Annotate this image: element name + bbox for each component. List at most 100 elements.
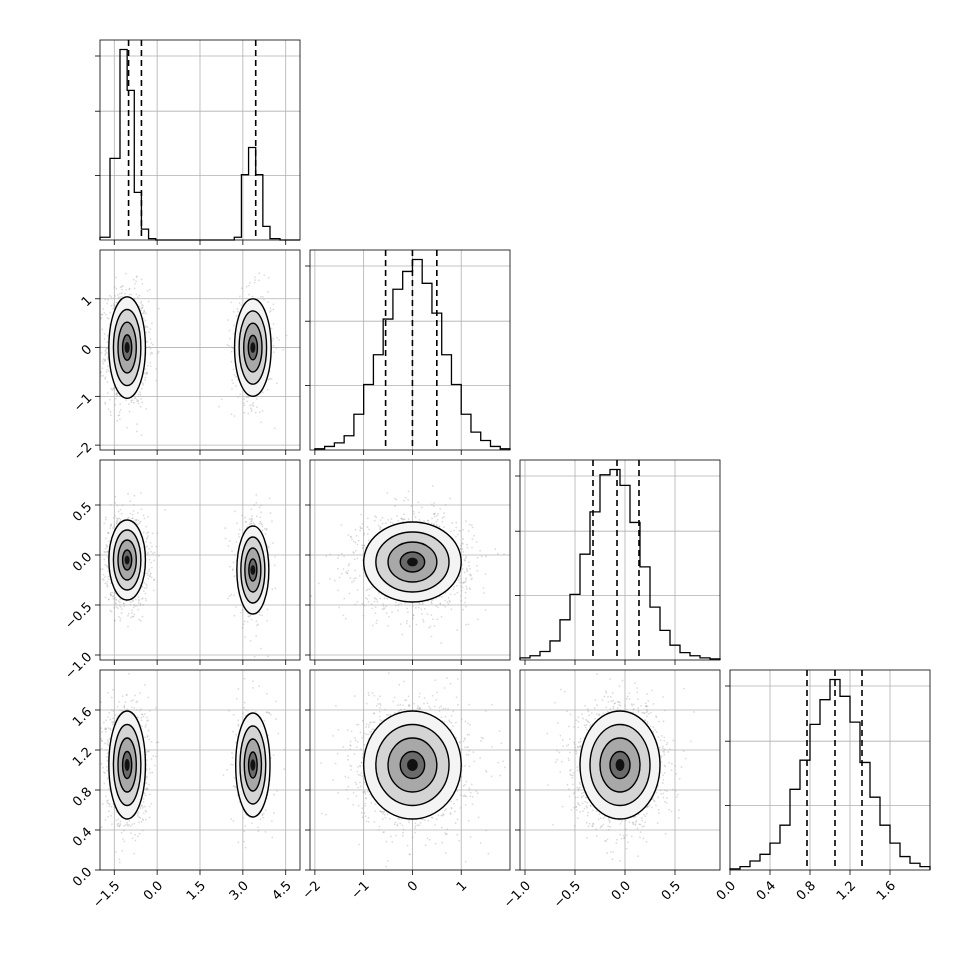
sample-point (250, 508, 253, 511)
sample-point (464, 601, 466, 604)
sample-point (375, 622, 378, 625)
sample-point (418, 519, 421, 521)
sample-point (235, 385, 237, 387)
sample-point (274, 555, 276, 558)
sample-point (146, 553, 149, 556)
sample-point (368, 588, 371, 590)
sample-point (433, 513, 435, 515)
sample-point (384, 522, 387, 525)
sample-point (356, 600, 359, 603)
sample-point (150, 576, 153, 579)
sample-point (361, 544, 364, 547)
sample-point (144, 319, 147, 322)
sample-point (112, 516, 115, 519)
sample-point (111, 591, 114, 594)
y-tick-label: −2 (71, 440, 95, 464)
sample-point (140, 302, 142, 304)
sample-point (132, 606, 135, 609)
sample-point (101, 367, 104, 370)
sample-point (136, 605, 139, 607)
sample-point (251, 518, 254, 520)
sample-point (232, 382, 235, 385)
sample-point (356, 543, 359, 546)
sample-point (361, 559, 364, 562)
sample-point (465, 585, 468, 588)
sample-point (143, 581, 146, 584)
sample-point (459, 599, 462, 602)
sample-point (113, 619, 116, 622)
density-peak (407, 557, 418, 567)
sample-point (365, 589, 368, 592)
sample-point (363, 532, 366, 535)
y-tick-label: −1.0 (62, 650, 95, 683)
sample-point (270, 327, 273, 330)
sample-point (347, 569, 350, 572)
sample-point (397, 519, 400, 522)
sample-point (385, 612, 388, 615)
sample-point (260, 295, 262, 298)
sample-point (104, 352, 107, 355)
sample-point (266, 388, 269, 391)
y-tick-label: 0.8 (70, 785, 95, 810)
sample-point (351, 538, 353, 541)
sample-point (103, 558, 106, 561)
sample-point (338, 606, 341, 609)
sample-point (140, 397, 142, 400)
x-tick-label: 0.4 (754, 878, 779, 903)
sample-point (453, 529, 455, 532)
sample-point (276, 336, 278, 339)
sample-point (102, 358, 105, 360)
sample-point (233, 510, 236, 513)
sample-point (141, 306, 144, 309)
contour-line (375, 531, 450, 593)
sample-point (483, 592, 486, 594)
sample-point (243, 411, 246, 414)
sample-point (248, 293, 251, 296)
sample-point (267, 546, 270, 549)
sample-point (127, 613, 130, 615)
sample-point (133, 603, 136, 606)
sample-point (243, 398, 246, 400)
sample-point (232, 561, 235, 564)
sample-point (151, 545, 153, 548)
sample-point (134, 605, 136, 608)
sample-point (135, 280, 138, 283)
sample-point (471, 577, 473, 580)
sample-point (116, 520, 118, 523)
sample-point (100, 372, 102, 374)
sample-point (119, 619, 122, 622)
sample-point (118, 601, 121, 604)
panel-frame (729, 669, 931, 871)
sample-point (110, 469, 112, 471)
contour-line (112, 308, 142, 387)
sample-point (104, 350, 107, 353)
sample-point (119, 605, 122, 608)
sample-point (109, 410, 112, 413)
sample-point (233, 614, 236, 617)
contour-line (387, 541, 438, 583)
sample-point (132, 401, 135, 404)
sample-point (440, 641, 443, 644)
sample-point (104, 298, 106, 301)
sample-point (343, 597, 346, 600)
sample-point (494, 548, 497, 551)
sample-point (351, 581, 353, 584)
y-tick-label: −0.5 (62, 600, 95, 633)
sample-point (464, 596, 467, 599)
contour-line (117, 539, 137, 581)
sample-point (114, 602, 117, 604)
sample-point (150, 322, 153, 325)
sample-point (146, 572, 149, 575)
sample-point (273, 427, 276, 430)
sample-point (353, 579, 355, 582)
sample-point (267, 276, 270, 279)
sample-point (355, 534, 358, 537)
sample-point (145, 346, 148, 349)
sample-point (134, 397, 137, 400)
sample-point (364, 597, 367, 599)
sample-point (254, 411, 257, 414)
sample-point (146, 326, 149, 329)
sample-point (228, 329, 231, 332)
sample-point (381, 608, 384, 611)
